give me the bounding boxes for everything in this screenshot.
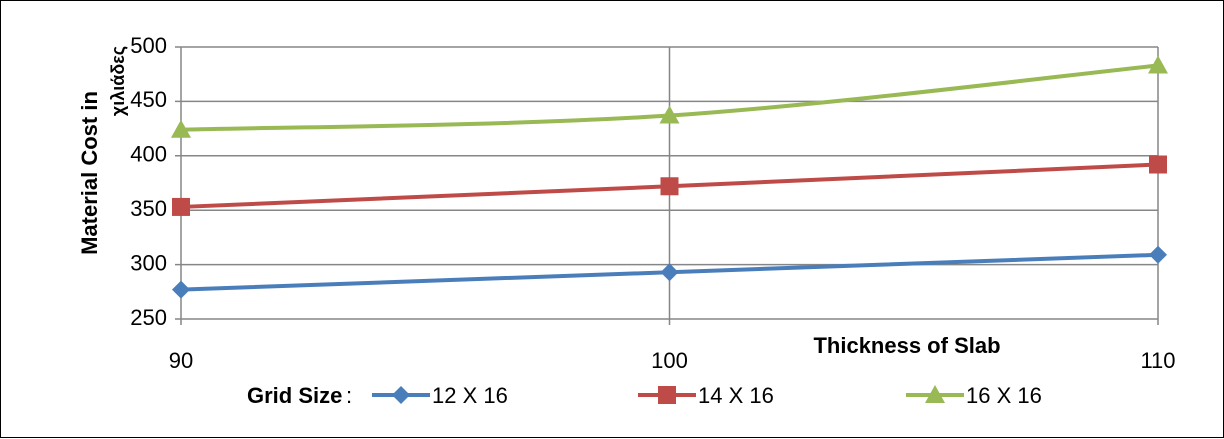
x-tick-label: 100 — [651, 348, 688, 373]
data-point-12x16 — [172, 280, 190, 299]
tick-layer: 250 300 350 400 450 500 90 100 110 — [130, 33, 1175, 373]
legend: Grid Size : 12 X 16 14 X 16 16 X 16 — [247, 383, 1042, 408]
legend-label-12x16: 12 X 16 — [432, 383, 508, 408]
data-point-16x16 — [659, 105, 680, 124]
y-tick-label: 400 — [130, 142, 167, 167]
legend-marker-12x16 — [392, 386, 410, 404]
legend-title: Grid Size — [247, 383, 342, 408]
y-tick-label: 500 — [130, 33, 167, 58]
y-tick-label: 300 — [130, 250, 167, 275]
y-tick-label: 250 — [130, 305, 167, 330]
y-axis-unit-label: χιλιάδες — [108, 46, 128, 116]
data-point-16x16 — [1148, 55, 1168, 74]
data-point-16x16 — [171, 119, 191, 138]
y-tick-label: 450 — [130, 87, 167, 112]
x-tick-label: 90 — [169, 348, 193, 373]
x-axis-title: Thickness of Slab — [813, 333, 1000, 358]
data-point-14x16 — [1149, 155, 1167, 174]
series-layer — [171, 55, 1168, 299]
legend-label-16x16: 16 X 16 — [966, 383, 1042, 408]
x-tick-label: 110 — [1140, 348, 1175, 373]
data-point-12x16 — [660, 263, 679, 282]
y-axis-title: Material Cost in — [77, 91, 102, 255]
legend-label-14x16: 14 X 16 — [698, 383, 774, 408]
grid-layer — [175, 46, 1159, 325]
legend-separator: : — [346, 383, 352, 408]
legend-marker-14x16 — [658, 386, 676, 404]
legend-marker-16x16 — [925, 385, 945, 403]
y-tick-label: 350 — [130, 196, 167, 221]
data-point-14x16 — [172, 197, 190, 216]
data-point-14x16 — [660, 177, 679, 196]
data-point-12x16 — [1149, 245, 1167, 264]
